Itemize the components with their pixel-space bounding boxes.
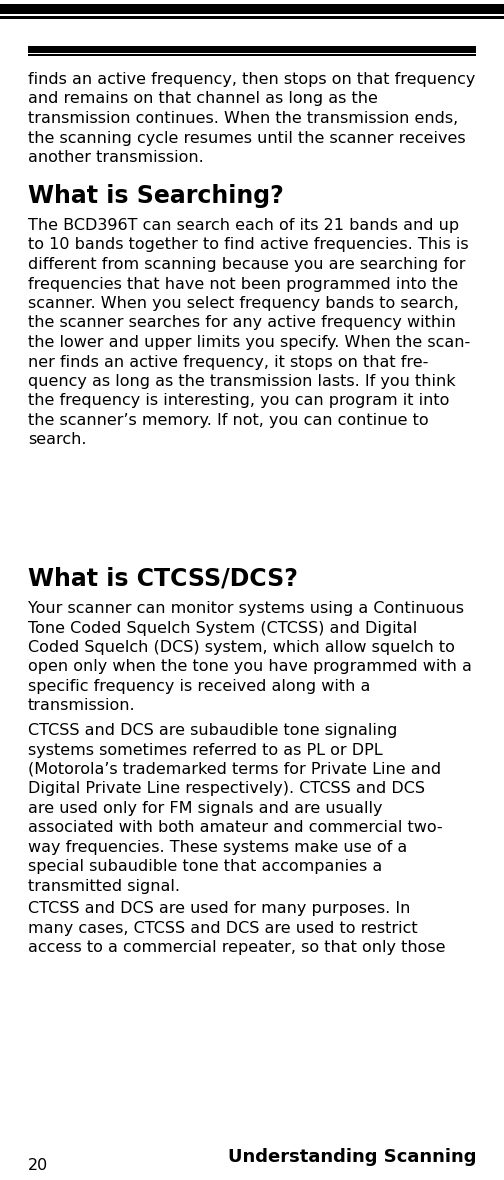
Text: many cases, CTCSS and DCS are used to restrict: many cases, CTCSS and DCS are used to re… [28, 920, 418, 936]
Text: access to a commercial repeater, so that only those: access to a commercial repeater, so that… [28, 940, 446, 955]
Text: Understanding Scanning: Understanding Scanning [227, 1148, 476, 1166]
Text: ner finds an active frequency, it stops on that fre-: ner finds an active frequency, it stops … [28, 354, 428, 369]
Text: What is Searching?: What is Searching? [28, 184, 284, 208]
Text: The BCD396T can search each of its 21 bands and up: The BCD396T can search each of its 21 ba… [28, 218, 459, 232]
Text: transmitted signal.: transmitted signal. [28, 879, 180, 894]
Text: specific frequency is received along with a: specific frequency is received along wit… [28, 678, 370, 694]
Text: the scanning cycle resumes until the scanner receives: the scanning cycle resumes until the sca… [28, 131, 466, 145]
Text: open only when the tone you have programmed with a: open only when the tone you have program… [28, 660, 472, 675]
Text: the scanner searches for any active frequency within: the scanner searches for any active freq… [28, 315, 456, 330]
Text: frequencies that have not been programmed into the: frequencies that have not been programme… [28, 276, 458, 291]
Text: way frequencies. These systems make use of a: way frequencies. These systems make use … [28, 840, 407, 856]
Text: What is CTCSS/DCS?: What is CTCSS/DCS? [28, 568, 298, 591]
Text: special subaudible tone that accompanies a: special subaudible tone that accompanies… [28, 859, 382, 874]
Text: the lower and upper limits you specify. When the scan-: the lower and upper limits you specify. … [28, 335, 470, 350]
Text: scanner. When you select frequency bands to search,: scanner. When you select frequency bands… [28, 296, 459, 312]
Text: transmission.: transmission. [28, 699, 136, 714]
Text: quency as long as the transmission lasts. If you think: quency as long as the transmission lasts… [28, 374, 456, 389]
Text: are used only for FM signals and are usually: are used only for FM signals and are usu… [28, 801, 383, 817]
Text: finds an active frequency, then stops on that frequency: finds an active frequency, then stops on… [28, 72, 475, 87]
Text: associated with both amateur and commercial two-: associated with both amateur and commerc… [28, 820, 443, 835]
Text: another transmission.: another transmission. [28, 150, 204, 165]
Text: search.: search. [28, 433, 87, 447]
Bar [28, 54, 476, 55]
Bar [0, 4, 504, 14]
Text: CTCSS and DCS are subaudible tone signaling: CTCSS and DCS are subaudible tone signal… [28, 723, 397, 738]
Text: Your scanner can monitor systems using a Continuous: Your scanner can monitor systems using a… [28, 601, 464, 616]
Text: 20: 20 [28, 1158, 48, 1173]
Text: and remains on that channel as long as the: and remains on that channel as long as t… [28, 92, 378, 106]
Text: Coded Squelch (DCS) system, which allow squelch to: Coded Squelch (DCS) system, which allow … [28, 640, 455, 655]
Text: the frequency is interesting, you can program it into: the frequency is interesting, you can pr… [28, 393, 450, 408]
Text: CTCSS and DCS are used for many purposes. In: CTCSS and DCS are used for many purposes… [28, 902, 410, 916]
Text: (Motorola’s trademarked terms for Private Line and: (Motorola’s trademarked terms for Privat… [28, 762, 441, 776]
Text: to 10 bands together to find active frequencies. This is: to 10 bands together to find active freq… [28, 237, 469, 253]
Text: Digital Private Line respectively). CTCSS and DCS: Digital Private Line respectively). CTCS… [28, 781, 425, 797]
Bar [0, 17, 504, 19]
Text: Tone Coded Squelch System (CTCSS) and Digital: Tone Coded Squelch System (CTCSS) and Di… [28, 621, 417, 636]
Text: systems sometimes referred to as PL or DPL: systems sometimes referred to as PL or D… [28, 742, 383, 758]
Bar [28, 46, 476, 53]
Text: different from scanning because you are searching for: different from scanning because you are … [28, 257, 466, 273]
Text: transmission continues. When the transmission ends,: transmission continues. When the transmi… [28, 111, 458, 126]
Text: the scanner’s memory. If not, you can continue to: the scanner’s memory. If not, you can co… [28, 413, 428, 428]
